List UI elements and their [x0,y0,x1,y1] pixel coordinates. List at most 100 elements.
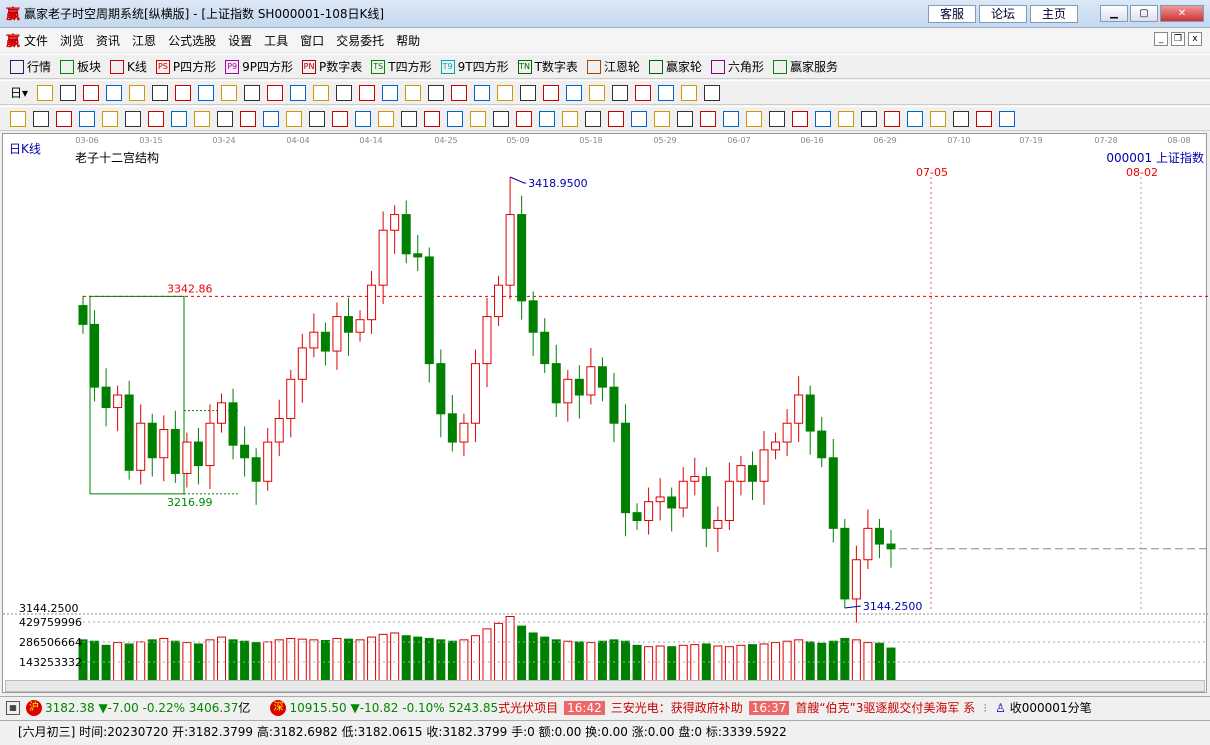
tool-icon[interactable] [336,84,353,101]
tool-icon[interactable] [125,110,141,127]
mdi-close-button[interactable]: x [1188,32,1202,46]
minimize-button[interactable]: ▁ [1100,5,1128,22]
tool-icon[interactable] [562,110,578,127]
tool-icon[interactable] [953,110,969,127]
toolbar-P数字表[interactable]: PN P数字表 [302,58,362,75]
tool-icon[interactable] [566,84,583,101]
tool-icon[interactable] [838,110,854,127]
tool-icon[interactable] [60,84,77,101]
tool-icon[interactable] [497,84,514,101]
tool-icon[interactable] [405,84,422,101]
tool-icon[interactable] [861,110,877,127]
tool-icon[interactable] [585,110,601,127]
menu-3[interactable]: 江恩 [132,34,157,48]
toolbar-行情[interactable]: 行情 [10,58,51,75]
tool-icon[interactable] [769,110,785,127]
tool-icon[interactable] [884,110,900,127]
toolbar-T四方形[interactable]: TS T四方形 [371,58,432,75]
tool-icon[interactable] [792,110,808,127]
tool-icon[interactable] [217,110,233,127]
menu-4[interactable]: 公式选股 [168,34,217,48]
forum-link[interactable]: 论坛 [979,5,1027,23]
news-item[interactable]: 首艘“伯克”3驱逐舰交付美海军 系 [795,701,976,715]
toolbar-赢家服务[interactable]: 赢家服务 [772,58,838,75]
tool-icon[interactable] [129,84,146,101]
tool-icon[interactable] [493,110,509,127]
menu-0[interactable]: 文件 [24,34,49,48]
tool-icon[interactable] [244,84,261,101]
mdi-restore-button[interactable]: ❐ [1171,32,1185,46]
tool-icon[interactable] [332,110,348,127]
close-button[interactable]: ✕ [1160,5,1204,22]
toolbar-P四方形[interactable]: PS P四方形 [155,58,216,75]
service-link[interactable]: 客服 [928,5,976,23]
tool-icon[interactable] [240,110,256,127]
tool-icon[interactable] [401,110,417,127]
tool-icon[interactable] [148,110,164,127]
tool-icon[interactable] [608,110,624,127]
news-item[interactable]: 三安光电：获得政府补助 [610,701,743,715]
tool-icon[interactable] [152,84,169,101]
tool-icon[interactable] [815,110,831,127]
tool-icon[interactable] [520,84,537,101]
tool-icon[interactable] [194,110,210,127]
tool-icon[interactable] [355,110,371,127]
kline-chart[interactable]: 03-06 03-15 03-24 04-04 04-14 04-25 05-09 05-18… [2,133,1208,693]
menu-8[interactable]: 交易委托 [336,34,385,48]
toolbar-江恩轮[interactable]: 江恩轮 [586,58,640,75]
tool-icon[interactable] [635,84,652,101]
tool-icon[interactable] [378,110,394,127]
tool-icon[interactable] [999,110,1015,127]
tool-icon[interactable] [56,110,72,127]
toolbar-9T四方形[interactable]: T9 9T四方形 [440,58,509,75]
tool-icon[interactable] [451,84,468,101]
tool-icon[interactable] [704,84,721,101]
tool-icon[interactable] [930,110,946,127]
tool-icon[interactable] [286,110,302,127]
tool-icon[interactable] [175,84,192,101]
menu-2[interactable]: 资讯 [96,34,121,48]
tool-icon[interactable] [424,110,440,127]
menu-5[interactable]: 设置 [228,34,253,48]
menu-1[interactable]: 浏览 [60,34,85,48]
tool-icon[interactable] [474,84,491,101]
toolbar-赢家轮[interactable]: 赢家轮 [648,58,702,75]
toolbar-T数字表[interactable]: TN T数字表 [517,58,578,75]
tick-data-button[interactable]: ♙ 收000001分笔 [995,701,1092,715]
toolbar-板块[interactable]: 板块 [60,58,101,75]
tool-icon[interactable] [313,84,330,101]
news-scroll-button[interactable]: ⁝ [983,700,988,715]
tool-icon[interactable] [658,84,675,101]
tool-icon[interactable] [309,110,325,127]
tool-icon[interactable] [263,110,279,127]
tool-icon[interactable] [10,110,26,127]
tool-icon[interactable] [106,84,123,101]
tool-icon[interactable] [290,84,307,101]
tool-icon[interactable] [681,84,698,101]
tool-icon[interactable] [267,84,284,101]
tool-icon[interactable] [102,110,118,127]
tool-icon[interactable] [470,110,486,127]
news-item[interactable]: 式光伏项目 [498,701,559,715]
tool-icon[interactable] [83,84,100,101]
maximize-button[interactable]: ▢ [1130,5,1158,22]
tool-icon[interactable] [198,84,215,101]
toolbar-六角形[interactable]: 六角形 [710,58,764,75]
tool-icon[interactable] [33,110,49,127]
tool-icon[interactable] [700,110,716,127]
tool-icon[interactable] [976,110,992,127]
menu-7[interactable]: 窗口 [300,34,325,48]
toolbar-K线[interactable]: K线 [110,58,147,75]
tool-icon[interactable] [359,84,376,101]
tool-icon[interactable] [79,110,95,127]
home-link[interactable]: 主页 [1030,5,1078,23]
toolbar-9P四方形[interactable]: P9 9P四方形 [225,58,293,75]
tool-icon[interactable] [221,84,238,101]
menu-9[interactable]: 帮助 [396,34,421,48]
tool-icon[interactable] [612,84,629,101]
tool-icon[interactable] [589,84,606,101]
menu-6[interactable]: 工具 [264,34,289,48]
tool-icon[interactable] [382,84,399,101]
period-select[interactable]: 日 ▾ [10,85,29,101]
horizontal-scrollbar[interactable] [5,680,1205,692]
